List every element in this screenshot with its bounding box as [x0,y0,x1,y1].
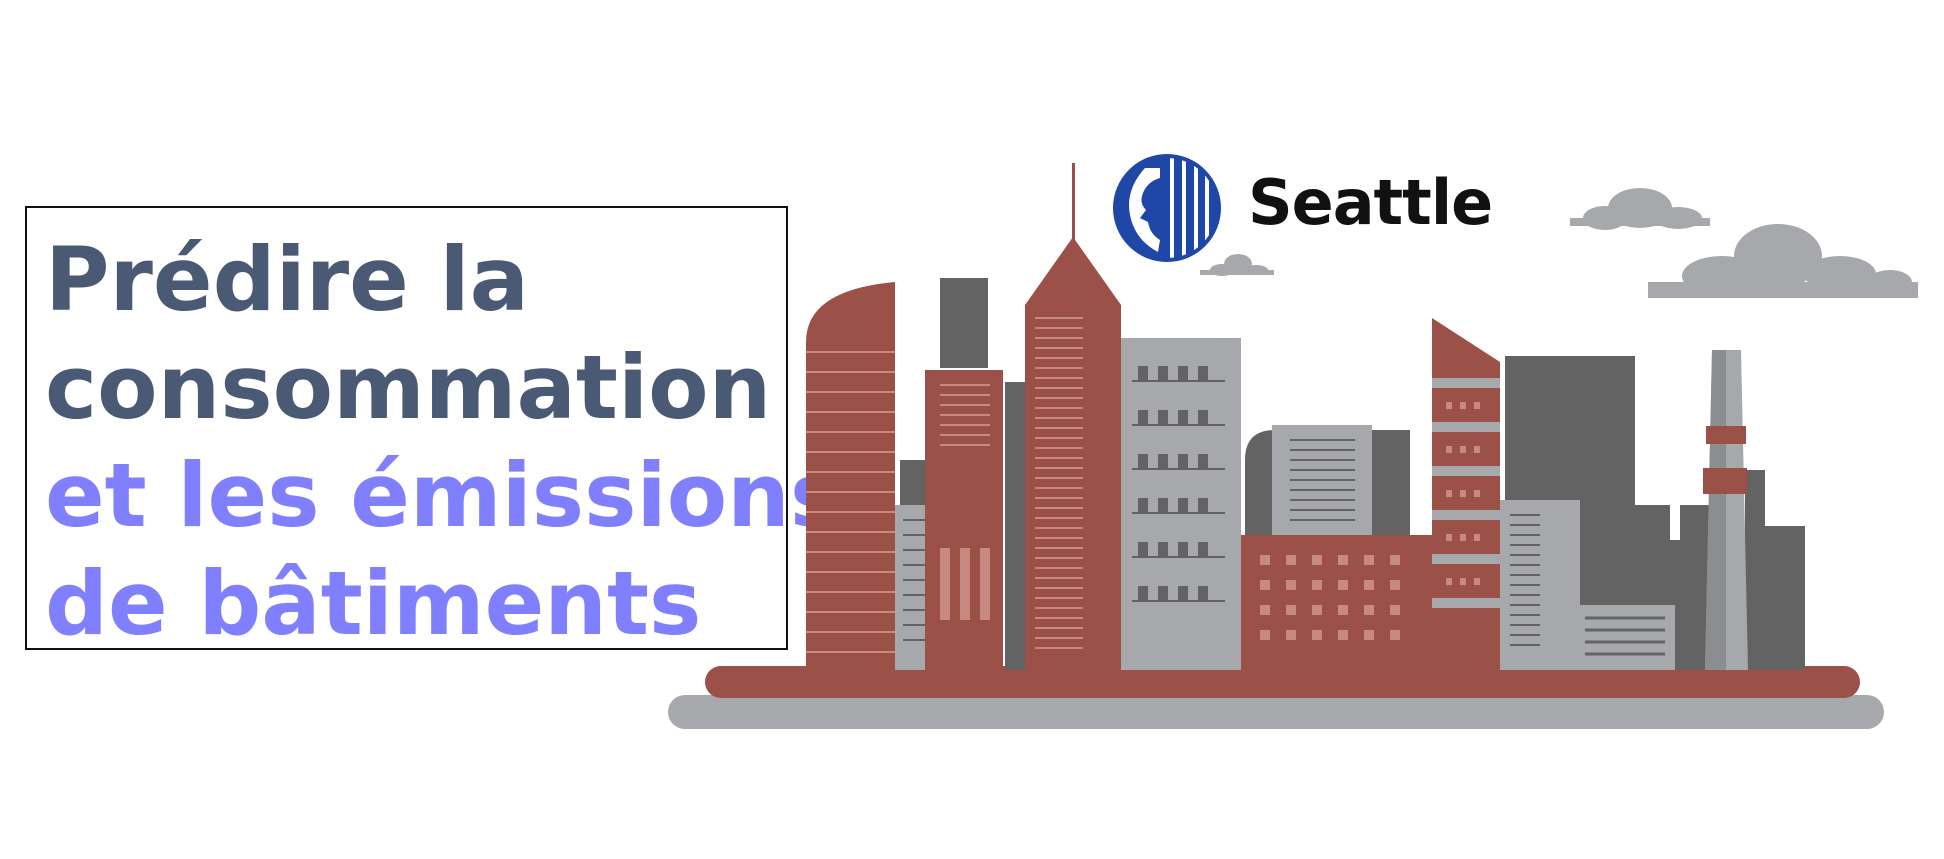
building [1272,425,1372,540]
spire [1072,163,1075,243]
cloud-icon [1570,188,1710,230]
ground-strip [705,666,1860,698]
headline-line-3: et les émissions [45,444,843,547]
logo-wordmark: Seattle [1248,166,1493,239]
headline-line-2: consommation [45,336,772,439]
building [1025,237,1121,670]
building [895,505,930,670]
building [940,278,988,368]
headline-line-4: de bâtiments [45,552,702,655]
building [1570,605,1675,670]
title-box: Prédire la consommation et les émissions… [25,206,842,655]
cloud-icon [1200,254,1274,276]
cloud-icon [1648,224,1918,298]
ground-base [668,695,1884,729]
headline-line-1: Prédire la [45,228,529,331]
smokestack-icon [1703,350,1748,670]
seattle-seal-icon [1113,154,1221,262]
building [1755,526,1805,670]
